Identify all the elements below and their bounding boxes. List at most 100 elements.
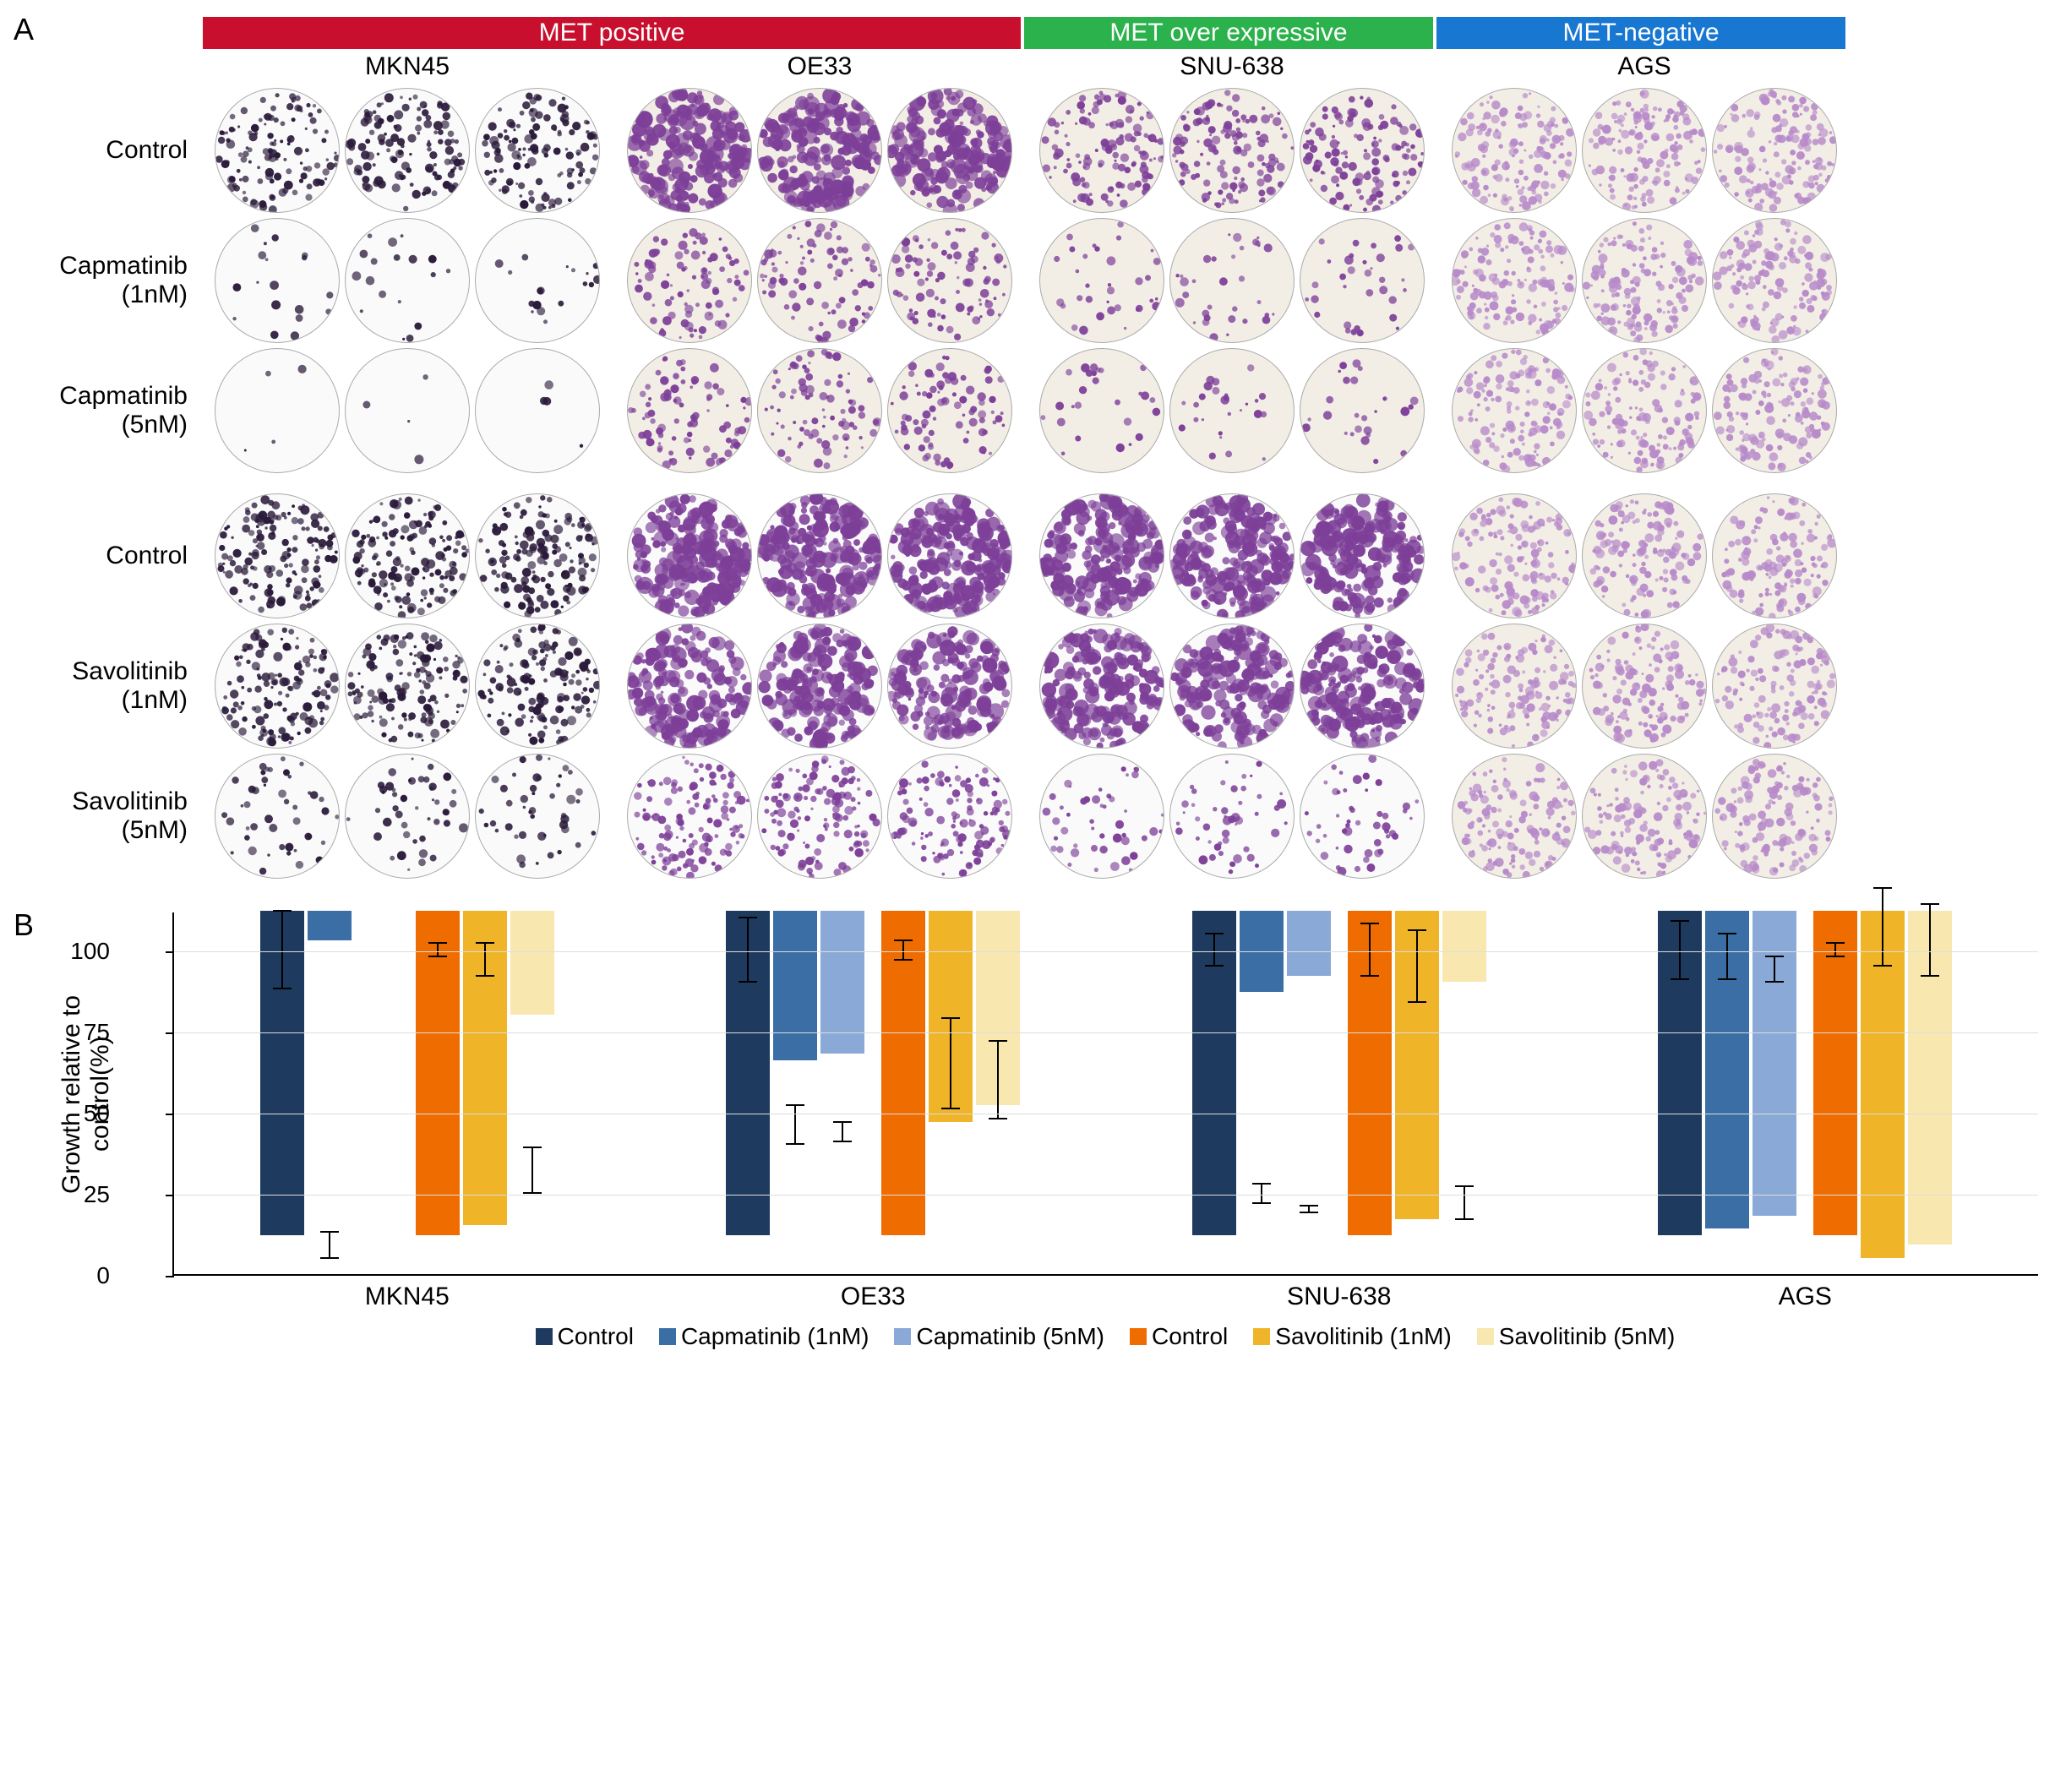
assay-well: [215, 218, 340, 343]
bar-group: MKN45: [174, 912, 640, 1274]
assay-well: [1582, 218, 1707, 343]
assay-well: [757, 88, 882, 213]
assay-well: [1300, 754, 1425, 879]
cell-line-label: SNU-638: [1028, 52, 1436, 81]
panel-b-chart-wrap: Growth relative to control(%) 0255075100…: [51, 912, 2038, 1350]
assay-well: [887, 218, 1012, 343]
assay-well: [345, 754, 470, 879]
legend-item: Control: [1130, 1323, 1228, 1350]
assay-well: [1452, 88, 1577, 213]
assay-well: [1039, 493, 1164, 618]
y-axis-label: Growth relative to control(%): [51, 912, 122, 1276]
cell-line-label: MKN45: [203, 52, 612, 81]
assay-well: [475, 624, 600, 749]
assay-well: [215, 624, 340, 749]
cell-line-label: OE33: [615, 52, 1024, 81]
assay-well: [1300, 218, 1425, 343]
row-label: Control: [17, 542, 203, 571]
assay-well: [887, 493, 1012, 618]
assay-well: [1039, 754, 1164, 879]
legend-label: Savolitinib (1nM): [1275, 1323, 1452, 1350]
assay-well: [215, 348, 340, 473]
assay-well: [215, 754, 340, 879]
header-bar: MET over expressive: [1024, 17, 1433, 49]
bar-group: SNU-638: [1106, 912, 1573, 1274]
y-tick-label: 0: [96, 1262, 110, 1289]
assay-well: [215, 493, 340, 618]
assay-well: [1582, 88, 1707, 213]
assay-well: [757, 624, 882, 749]
assay-well: [1582, 493, 1707, 618]
bar: [1442, 911, 1486, 982]
assay-well: [1452, 493, 1577, 618]
legend-item: Control: [536, 1323, 634, 1350]
assay-well: [757, 754, 882, 879]
legend-item: Savolitinib (5nM): [1477, 1323, 1676, 1350]
assay-well: [1582, 624, 1707, 749]
assay-well: [1582, 348, 1707, 473]
assay-well: [345, 624, 470, 749]
figure: A MET positiveMET over expressiveMET-neg…: [17, 17, 2038, 1350]
row-label: Savolitinib (1nM): [17, 657, 203, 716]
chart-area: MKN45OE33SNU-638AGS ControlCapmatinib (1…: [172, 912, 2038, 1350]
assay-well: [1169, 348, 1295, 473]
legend-swatch: [1477, 1328, 1494, 1345]
y-tick-label: 100: [70, 938, 110, 965]
assay-well: [627, 218, 752, 343]
assay-well: [887, 348, 1012, 473]
assay-well: [1712, 218, 1837, 343]
assay-well: [627, 348, 752, 473]
y-tick-label: 75: [84, 1019, 110, 1046]
panel-b: B Growth relative to control(%) 02550751…: [17, 912, 2038, 1350]
assay-well: [345, 348, 470, 473]
legend-label: Capmatinib (1nM): [681, 1323, 869, 1350]
x-category-label: SNU-638: [1287, 1283, 1391, 1311]
assay-well: [1039, 218, 1164, 343]
assay-well: [887, 624, 1012, 749]
assay-well: [475, 348, 600, 473]
header-bar: MET-negative: [1436, 17, 1845, 49]
x-category-label: AGS: [1779, 1283, 1832, 1311]
row-label: Capmatinib (5nM): [17, 382, 203, 440]
assay-well: [1582, 754, 1707, 879]
assay-well: [215, 88, 340, 213]
assay-well: [1039, 88, 1164, 213]
assay-well: [1169, 88, 1295, 213]
assay-well: [757, 348, 882, 473]
assay-well: [1452, 218, 1577, 343]
assay-well: [1712, 88, 1837, 213]
panel-a-header-bars: MET positiveMET over expressiveMET-negat…: [203, 17, 2038, 49]
legend-item: Savolitinib (1nM): [1253, 1323, 1452, 1350]
bar: [1813, 911, 1857, 1235]
assay-row: Savolitinib (5nM): [17, 754, 2038, 879]
bar: [773, 911, 817, 1060]
legend-label: Control: [558, 1323, 634, 1350]
panel-a: A MET positiveMET over expressiveMET-neg…: [17, 17, 2038, 879]
assay-well: [1169, 754, 1295, 879]
assay-well: [345, 493, 470, 618]
assay-well: [757, 218, 882, 343]
assay-well: [1169, 493, 1295, 618]
assay-well: [1712, 754, 1837, 879]
panel-a-assay-grid: Control Capmatinib (1nM) Capmatinib (5nM) C…: [17, 88, 2038, 879]
row-label: Capmatinib (1nM): [17, 252, 203, 310]
assay-well: [1039, 624, 1164, 749]
bar: [308, 911, 352, 940]
assay-row: Control: [17, 493, 2038, 618]
panel-a-cell-line-labels: MKN45OE33SNU-638AGS: [203, 52, 2038, 81]
assay-well: [1712, 624, 1837, 749]
header-bar: MET positive: [203, 17, 1021, 49]
bar-group: OE33: [640, 912, 1107, 1274]
legend-swatch: [894, 1328, 911, 1345]
y-tick-label: 25: [84, 1181, 110, 1208]
assay-well: [1300, 624, 1425, 749]
legend-label: Savolitinib (5nM): [1499, 1323, 1676, 1350]
assay-well: [1169, 624, 1295, 749]
legend-label: Capmatinib (5nM): [916, 1323, 1104, 1350]
legend-item: Capmatinib (1nM): [659, 1323, 869, 1350]
bar: [510, 911, 554, 1015]
assay-well: [475, 754, 600, 879]
assay-well: [627, 754, 752, 879]
row-label: Control: [17, 136, 203, 166]
assay-well: [887, 754, 1012, 879]
